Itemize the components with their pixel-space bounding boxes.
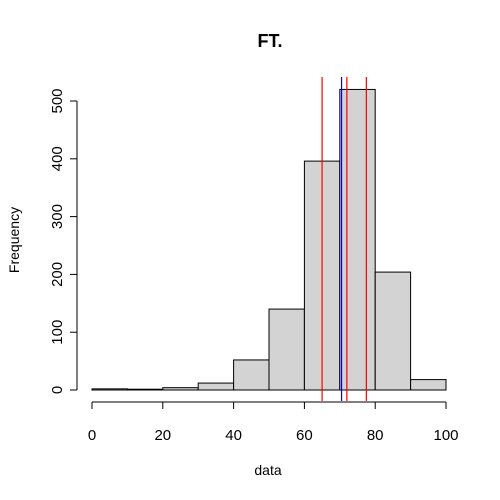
x-tick-label-1: 20 <box>154 427 171 444</box>
y-axis-label: Frequency <box>6 207 22 273</box>
x-axis-label: data <box>254 462 281 478</box>
histogram-bar-4 <box>233 359 270 391</box>
y-tick-label-3: 300 <box>49 204 66 229</box>
chart-title: FT. <box>258 31 283 51</box>
histogram-bar-0 <box>91 388 128 391</box>
x-axis: 0 20 40 60 80 100 <box>88 401 459 444</box>
reference-lines-group <box>321 77 367 401</box>
histogram-bar-3 <box>197 382 235 391</box>
x-tick-label-3: 60 <box>296 427 313 444</box>
bars-group <box>91 88 447 391</box>
histogram-bar-1 <box>126 388 164 391</box>
y-tick-label-2: 200 <box>49 262 66 287</box>
x-tick-label-4: 80 <box>367 427 384 444</box>
y-axis: 0 100 200 300 400 500 <box>49 88 78 394</box>
histogram-bar-8 <box>374 271 412 391</box>
histogram-bar-5 <box>268 308 305 391</box>
y-tick-label-1: 100 <box>49 320 66 345</box>
histogram-bar-7 <box>339 88 376 391</box>
y-tick-label-0: 0 <box>49 386 66 394</box>
x-tick-label-0: 0 <box>88 427 96 444</box>
histogram-bar-9 <box>410 379 447 391</box>
x-tick-label-2: 40 <box>225 427 242 444</box>
y-tick-label-4: 400 <box>49 146 66 171</box>
y-tick-label-5: 500 <box>49 88 66 113</box>
histogram-bar-2 <box>162 387 199 391</box>
x-tick-label-5: 100 <box>433 427 458 444</box>
